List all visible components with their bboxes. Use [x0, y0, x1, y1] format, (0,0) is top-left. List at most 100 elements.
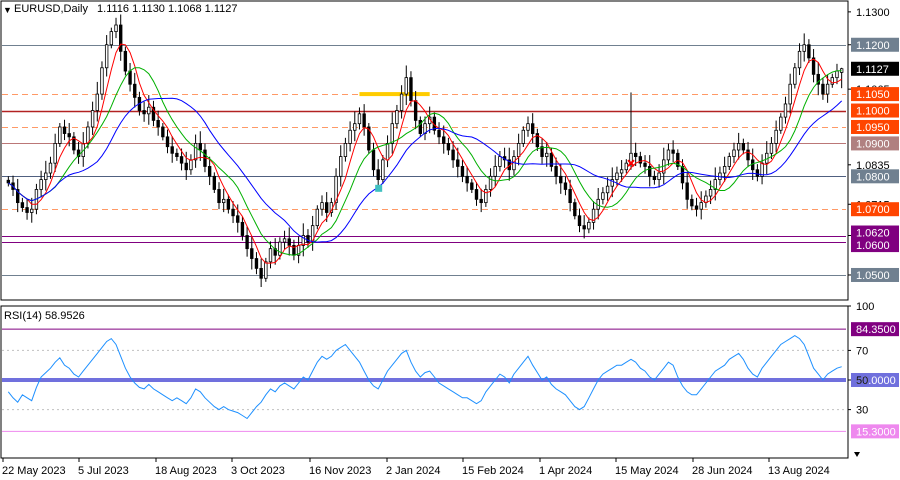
candle-up	[282, 238, 287, 243]
rsi-window-frame	[0, 305, 849, 459]
cyan-marker	[375, 184, 383, 192]
candle-up	[109, 31, 114, 46]
candle-up	[545, 152, 549, 157]
candle-up	[615, 172, 619, 180]
candle-down	[470, 182, 474, 190]
candle-down	[821, 83, 825, 95]
price-tick-label: 1.0835	[856, 160, 890, 172]
candle-up	[619, 169, 624, 174]
ohlc-values: 1.1116 1.1130 1.1068 1.1127	[97, 3, 238, 15]
candle-down	[212, 175, 217, 190]
candle-down	[811, 57, 816, 75]
candle-up	[699, 202, 703, 210]
candle-down	[680, 166, 685, 184]
level-label-box	[851, 238, 899, 253]
level-label-box	[851, 103, 899, 118]
candle-up	[357, 113, 362, 125]
level-label-text: 1.0950	[856, 122, 890, 134]
candle-down	[179, 156, 184, 164]
rsi-layer	[2, 328, 846, 432]
level-label-text: 1.0600	[856, 240, 890, 252]
candle-up	[301, 235, 305, 246]
candle-up	[339, 156, 343, 177]
candle-down	[409, 77, 413, 102]
candle-down	[67, 133, 71, 138]
date-tick-label: 22 May 2023	[2, 465, 66, 477]
rsi-tick-label: 30	[856, 405, 868, 417]
candle-down	[573, 202, 577, 217]
candle-down	[76, 149, 81, 157]
candle-up	[423, 123, 427, 134]
candle-down	[460, 166, 465, 177]
candle-up	[526, 123, 530, 131]
candle-down	[535, 133, 540, 148]
candle-up	[320, 202, 324, 210]
candle-down	[184, 162, 188, 171]
candle-up	[605, 185, 610, 194]
candle-up	[802, 44, 806, 52]
date-tick-label: 16 Nov 2023	[309, 465, 371, 477]
candle-down	[62, 126, 67, 134]
candle-down	[530, 123, 535, 134]
candle-up	[104, 44, 109, 69]
level-label-box	[851, 136, 899, 151]
rsi-level-text: 50.0000	[856, 375, 896, 387]
candle-up	[484, 189, 488, 204]
candle-down	[245, 235, 249, 250]
candle-down	[123, 50, 128, 72]
candle-down	[582, 225, 586, 230]
candle-up	[278, 241, 282, 256]
rsi-level-text: 84.3500	[856, 324, 896, 336]
candle-up	[86, 126, 90, 144]
candle-up	[381, 159, 385, 181]
candle-up	[264, 261, 268, 279]
candle-down	[16, 189, 20, 204]
candle-down	[231, 208, 235, 217]
candle-up	[39, 179, 43, 190]
candle-up	[114, 24, 118, 33]
candle-down	[446, 143, 451, 151]
candle-down	[816, 73, 820, 85]
candle-down	[690, 198, 694, 207]
candle-up	[334, 175, 338, 204]
candle-down	[175, 152, 179, 157]
candle-up	[30, 208, 34, 213]
triangle-down-icon[interactable]: ▼	[3, 5, 12, 15]
candle-down	[540, 146, 544, 157]
axis-layer: 1.13001.12001.10651.08351.07151.06201.05…	[2, 7, 899, 477]
price-tick-label: 1.1300	[856, 7, 890, 19]
candle-down	[254, 258, 259, 269]
candle-up	[193, 143, 198, 161]
moving-average-mid	[8, 67, 842, 256]
candle-down	[633, 152, 638, 157]
candle-up	[95, 93, 99, 111]
candle-down	[694, 205, 699, 210]
candle-up	[343, 143, 348, 157]
candle-up	[353, 123, 357, 131]
candle-up	[189, 159, 193, 171]
candle-up	[666, 149, 671, 161]
candle-down	[741, 143, 746, 151]
date-tick-label: 15 May 2024	[615, 465, 679, 477]
date-tick-label: 2 Jan 2024	[386, 465, 440, 477]
candle-down	[259, 267, 263, 279]
candle-down	[807, 44, 811, 59]
symbol-label: EURUSD,Daily	[14, 3, 88, 15]
candle-up	[516, 143, 521, 157]
candle-down	[20, 202, 25, 208]
candle-down	[746, 149, 750, 161]
candle-up	[793, 67, 797, 85]
candle-down	[549, 152, 554, 167]
level-label-box	[851, 202, 899, 217]
shift-marker-icon	[854, 452, 860, 457]
candle-down	[306, 235, 310, 243]
candle-down	[142, 110, 146, 115]
candle-down	[151, 106, 156, 121]
candle-up	[657, 172, 661, 180]
moving-average-slow	[8, 97, 843, 243]
candle-down	[362, 113, 366, 128]
candle-down	[6, 179, 11, 184]
x-marker-stroke	[627, 159, 635, 167]
level-label-box	[851, 37, 899, 52]
candle-down	[236, 215, 240, 223]
